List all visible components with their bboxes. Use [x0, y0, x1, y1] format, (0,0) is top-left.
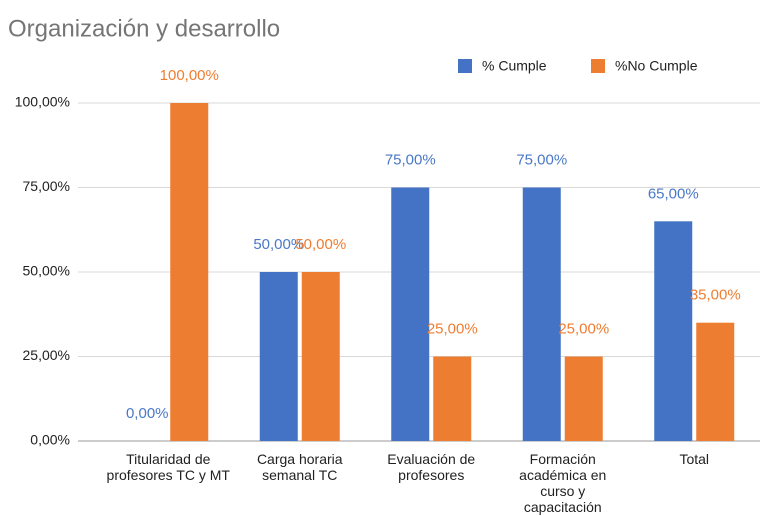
data-label: 25,00% [427, 320, 478, 337]
y-tick-label: 0,00% [30, 432, 70, 448]
data-label: 50,00% [295, 236, 346, 253]
bar [259, 272, 298, 441]
x-tick-label: Total [679, 451, 710, 467]
data-label: 25,00% [558, 320, 609, 337]
data-label: 65,00% [648, 185, 699, 202]
data-label: 100,00% [160, 67, 219, 84]
y-tick-label: 25,00% [23, 347, 70, 363]
bar [170, 103, 209, 441]
bar [696, 322, 735, 441]
bar [433, 356, 472, 441]
bar [564, 356, 603, 441]
data-label: 35,00% [690, 287, 741, 304]
legend-label: % Cumple [482, 58, 547, 74]
data-label: 0,00% [126, 405, 169, 422]
y-tick-label: 50,00% [23, 263, 70, 279]
legend-swatch [591, 59, 605, 73]
chart-title: Organización y desarrollo [8, 15, 280, 42]
legend-swatch [458, 59, 472, 73]
data-label: 50,00% [253, 236, 304, 253]
bar [654, 221, 693, 441]
y-tick-label: 100,00% [15, 94, 70, 110]
bar [301, 272, 340, 441]
x-tick-label: Evaluación de profesores [387, 451, 476, 483]
legend-label: %No Cumple [615, 58, 698, 74]
bar [391, 187, 430, 441]
bar [522, 187, 561, 441]
x-tick-label: Carga horaria semanal TC [256, 451, 343, 483]
y-tick-label: 75,00% [23, 178, 70, 194]
x-tick-label: Formación académica en curso y capacitac… [519, 451, 607, 515]
data-label: 75,00% [385, 151, 436, 168]
x-tick-label: Titularidad de profesores TC y MT [106, 451, 230, 483]
data-label: 75,00% [516, 151, 567, 168]
